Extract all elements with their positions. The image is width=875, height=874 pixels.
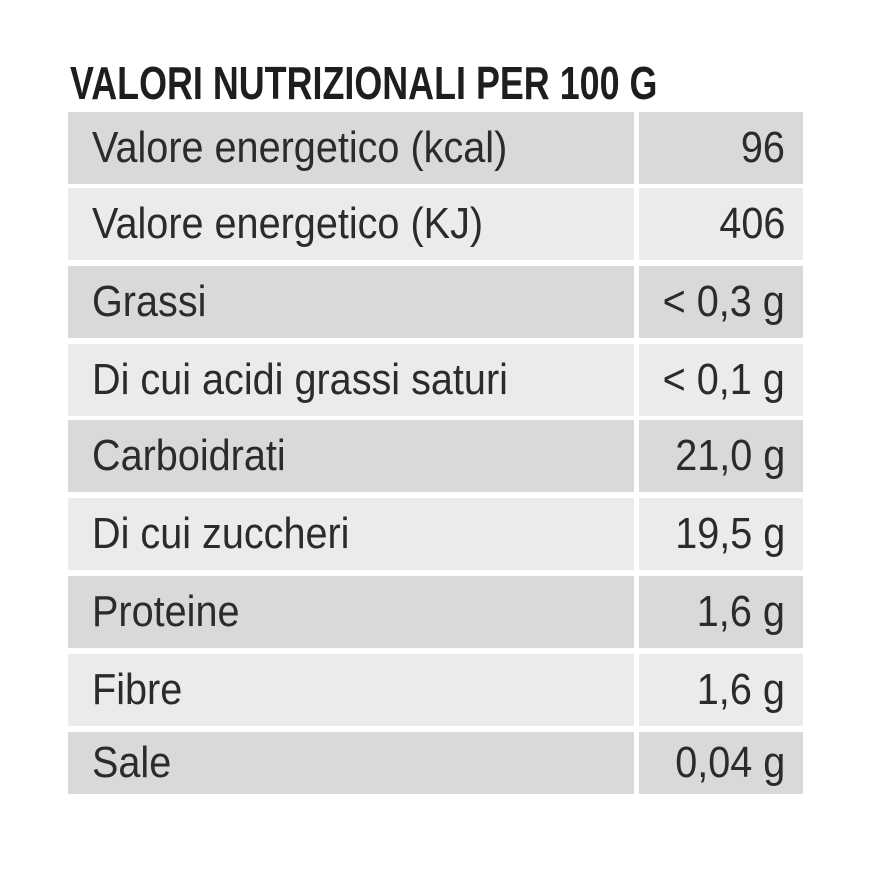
nutrient-value: 96	[740, 123, 785, 172]
value-cell: 0,04 g	[639, 732, 803, 794]
nutrient-value: 1,6 g	[696, 587, 785, 636]
label-cell: Carboidrati	[68, 420, 634, 492]
value-cell: 21,0 g	[639, 420, 803, 492]
value-cell: 96	[639, 112, 803, 184]
value-cell: 1,6 g	[639, 654, 803, 726]
value-cell: 1,6 g	[639, 576, 803, 648]
value-cell: < 0,1 g	[639, 344, 803, 416]
nutrient-value: < 0,1 g	[662, 355, 785, 404]
nutrient-label: Valore energetico (kcal)	[92, 123, 508, 172]
nutrient-label: Fibre	[92, 665, 183, 714]
label-cell: Fibre	[68, 654, 634, 726]
nutrient-value: 406	[718, 199, 785, 248]
label-cell: Di cui zuccheri	[68, 498, 634, 570]
table-title: VALORI NUTRIZIONALI PER 100 G	[70, 57, 658, 109]
label-cell: Sale	[68, 732, 634, 794]
value-cell: 19,5 g	[639, 498, 803, 570]
nutrient-label: Di cui zuccheri	[92, 509, 350, 558]
label-cell: Grassi	[68, 266, 634, 338]
nutrient-label: Valore energetico (KJ)	[92, 199, 484, 248]
label-cell: Proteine	[68, 576, 634, 648]
nutrient-value: 1,6 g	[696, 665, 785, 714]
label-cell: Valore energetico (kcal)	[68, 112, 634, 184]
nutrient-label: Grassi	[92, 277, 207, 326]
value-cell: < 0,3 g	[639, 266, 803, 338]
nutrient-value: 21,0 g	[674, 431, 785, 480]
nutrient-value: 19,5 g	[674, 509, 785, 558]
label-cell: Di cui acidi grassi saturi	[68, 344, 634, 416]
nutrient-label: Sale	[92, 738, 172, 787]
nutrient-value: < 0,3 g	[662, 277, 785, 326]
value-cell: 406	[639, 188, 803, 260]
nutrient-label: Di cui acidi grassi saturi	[92, 355, 508, 404]
nutrient-label: Proteine	[92, 587, 240, 636]
label-cell: Valore energetico (KJ)	[68, 188, 634, 260]
nutrient-value: 0,04 g	[674, 738, 785, 787]
nutrient-label: Carboidrati	[92, 431, 286, 480]
